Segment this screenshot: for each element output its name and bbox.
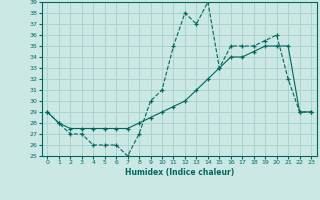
X-axis label: Humidex (Indice chaleur): Humidex (Indice chaleur)	[124, 168, 234, 177]
